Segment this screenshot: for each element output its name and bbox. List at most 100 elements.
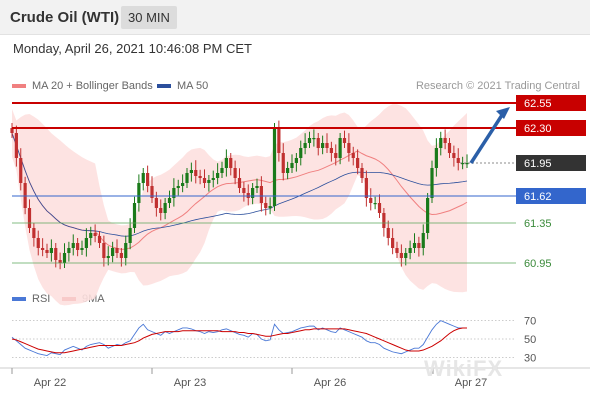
candle-body <box>286 168 290 173</box>
candle-body <box>439 138 443 148</box>
candle-body <box>461 163 465 165</box>
candle-body <box>277 128 281 153</box>
candle <box>299 140 303 166</box>
candle <box>377 194 382 218</box>
candle-body <box>27 208 32 228</box>
rsi-tick-label: 30 <box>524 352 536 364</box>
price-tag-resistance <box>516 95 586 111</box>
candle-body <box>172 188 176 198</box>
candle <box>268 197 272 215</box>
candle-body <box>54 248 58 260</box>
legend-rsi-label: RSI <box>32 293 51 305</box>
candle <box>303 133 307 155</box>
candle-body <box>312 138 316 140</box>
candle <box>36 230 40 256</box>
candle-body <box>369 198 373 203</box>
candle <box>14 125 18 167</box>
candle-body <box>452 153 456 158</box>
candle-body <box>189 170 193 173</box>
candle <box>255 178 259 193</box>
candle-body <box>334 153 338 158</box>
candle <box>41 238 45 257</box>
candle-body <box>447 143 452 153</box>
candle-body <box>176 186 180 188</box>
candle-body <box>233 168 237 178</box>
candle <box>176 179 180 196</box>
timeframe-badge[interactable]: 30 MIN <box>121 6 177 29</box>
candle <box>216 163 220 185</box>
candle-body <box>84 238 88 248</box>
x-tick-label: Apr 23 <box>174 377 206 389</box>
candle <box>220 161 224 178</box>
candle <box>207 175 211 192</box>
candle-body <box>97 236 102 243</box>
candle-body <box>58 260 62 263</box>
candle-body <box>102 243 106 258</box>
rsi-tick-label: 50 <box>524 334 536 346</box>
candle <box>111 241 115 263</box>
rsi-tick-label: 70 <box>524 316 536 328</box>
candle-body <box>185 173 189 183</box>
candle-body <box>412 243 417 248</box>
candle <box>456 148 460 171</box>
candle-body <box>76 243 80 250</box>
candle <box>408 240 412 260</box>
candle <box>233 160 237 185</box>
candle <box>316 133 320 156</box>
candle <box>58 252 62 270</box>
timestamp: Monday, April 26, 2021 10:46:08 PM CET <box>13 41 252 56</box>
candle-body <box>404 253 408 258</box>
candle-body <box>207 180 211 183</box>
candle-body <box>430 168 434 198</box>
candle <box>198 169 202 185</box>
candle-body <box>342 138 347 143</box>
candle-body <box>426 198 430 233</box>
candle <box>447 138 452 158</box>
candle-body <box>329 148 333 153</box>
candle <box>421 224 425 256</box>
candle-body <box>259 186 263 203</box>
candle <box>124 235 128 266</box>
candle-body <box>71 243 75 248</box>
candle-body <box>373 203 377 205</box>
candle <box>76 238 80 257</box>
candle <box>211 170 215 188</box>
candle <box>84 228 88 257</box>
candle <box>307 131 312 148</box>
candle <box>189 162 193 182</box>
candle <box>10 123 14 138</box>
candle-body <box>62 253 67 263</box>
candle <box>102 235 106 267</box>
candle <box>237 168 242 193</box>
candle <box>264 196 268 216</box>
candle-body <box>465 163 469 165</box>
candle <box>185 168 189 188</box>
candle <box>93 224 97 243</box>
candle-body <box>242 188 246 193</box>
candle-body <box>93 233 97 236</box>
candle-body <box>111 248 115 256</box>
price-tag-resistance <box>516 120 586 136</box>
candle <box>80 240 84 255</box>
candle <box>369 188 373 211</box>
candle <box>106 246 110 266</box>
candle <box>163 198 167 220</box>
candle <box>386 220 390 246</box>
candle-body <box>251 188 255 198</box>
candle-body <box>347 143 351 153</box>
candle-body <box>229 158 233 168</box>
candle <box>229 153 233 176</box>
candle-body <box>19 158 23 183</box>
legend-rsi: RSI <box>12 293 50 305</box>
candle <box>259 176 263 212</box>
candle-body <box>303 143 307 148</box>
candle-body <box>377 203 382 213</box>
bollinger-swatch-icon <box>12 84 26 88</box>
candle-body <box>49 248 53 253</box>
candle-body <box>10 128 14 133</box>
candle <box>167 190 172 208</box>
price-label: 61.62 <box>524 191 552 203</box>
candle-body <box>181 183 185 186</box>
candle <box>89 226 93 246</box>
